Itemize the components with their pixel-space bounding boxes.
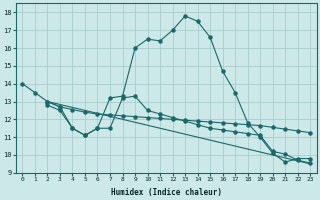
X-axis label: Humidex (Indice chaleur): Humidex (Indice chaleur) <box>111 188 222 197</box>
